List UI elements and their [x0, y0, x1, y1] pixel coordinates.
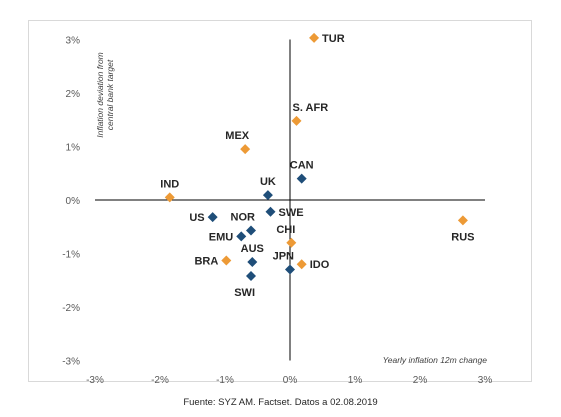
marker-ido	[296, 259, 307, 270]
marker-swe	[265, 206, 276, 217]
axes	[95, 39, 485, 361]
x-tick-label: 0%	[283, 375, 298, 386]
y-tick-labels: 3% 2% 1% 0% -1% -2% -3%	[62, 36, 80, 368]
y-axis-label-line: central bank target	[105, 59, 115, 130]
x-tick-label: -2%	[151, 375, 169, 386]
y-axis-label: Inflation deviation fromcentral bank tar…	[95, 52, 115, 138]
point-label: IDO	[310, 259, 330, 271]
point-label: UK	[260, 176, 276, 188]
data-points	[164, 32, 468, 281]
point-label: BRA	[194, 255, 218, 267]
point-label: SWI	[234, 287, 255, 299]
marker-aus	[247, 257, 258, 268]
y-tick-label: 0%	[66, 196, 81, 207]
point-label: NOR	[231, 211, 256, 223]
point-label: RUS	[451, 231, 474, 243]
marker-jpn	[285, 264, 295, 275]
marker-mex	[240, 144, 251, 155]
x-axis-label: Yearly inflation 12m change	[383, 355, 488, 365]
point-label: AUS	[241, 243, 264, 255]
x-tick-label: 1%	[348, 375, 363, 386]
point-label: TUR	[322, 33, 345, 45]
marker-s-afr	[291, 115, 302, 126]
point-label: CAN	[290, 160, 314, 172]
y-axis-label-line: Inflation deviation from	[95, 52, 105, 138]
marker-us	[207, 212, 218, 223]
marker-bra	[221, 255, 232, 266]
point-label: S. AFR	[293, 102, 329, 114]
point-label: IND	[160, 178, 179, 190]
point-label: CHI	[276, 224, 295, 236]
marker-nor	[246, 225, 256, 236]
point-label: SWE	[279, 207, 304, 219]
marker-swi	[246, 270, 256, 281]
marker-chi	[286, 237, 297, 248]
x-tick-labels: -3% -2% -1% 0% 1% 2% 3%	[86, 375, 492, 386]
y-tick-label: 2%	[66, 89, 81, 100]
y-tick-label: 3%	[66, 36, 81, 47]
point-label: EMU	[209, 231, 234, 243]
source-note: Fuente: SYZ AM. Factset. Datos a 02.08.2…	[183, 397, 378, 408]
point-label: US	[189, 212, 204, 224]
marker-can	[296, 173, 307, 184]
marker-uk	[262, 190, 273, 201]
marker-ind	[164, 192, 175, 203]
marker-tur	[309, 32, 320, 43]
chart-frame	[28, 20, 532, 382]
x-tick-label: -3%	[86, 375, 104, 386]
x-tick-label: 2%	[413, 375, 428, 386]
point-label: MEX	[225, 130, 250, 142]
x-tick-label: -1%	[216, 375, 234, 386]
data-point-labels: TUR S. AFR MEX CAN IND UK SWE US NOR EMU CHI RUS AUS…	[160, 33, 474, 299]
y-tick-label: -1%	[62, 250, 80, 261]
marker-emu	[236, 231, 247, 242]
y-tick-label: -2%	[62, 303, 80, 314]
y-tick-label: 1%	[66, 143, 81, 154]
x-tick-label: 3%	[478, 375, 493, 386]
point-label: JPN	[273, 251, 294, 263]
marker-rus	[457, 215, 468, 226]
y-tick-label: -3%	[62, 357, 80, 368]
